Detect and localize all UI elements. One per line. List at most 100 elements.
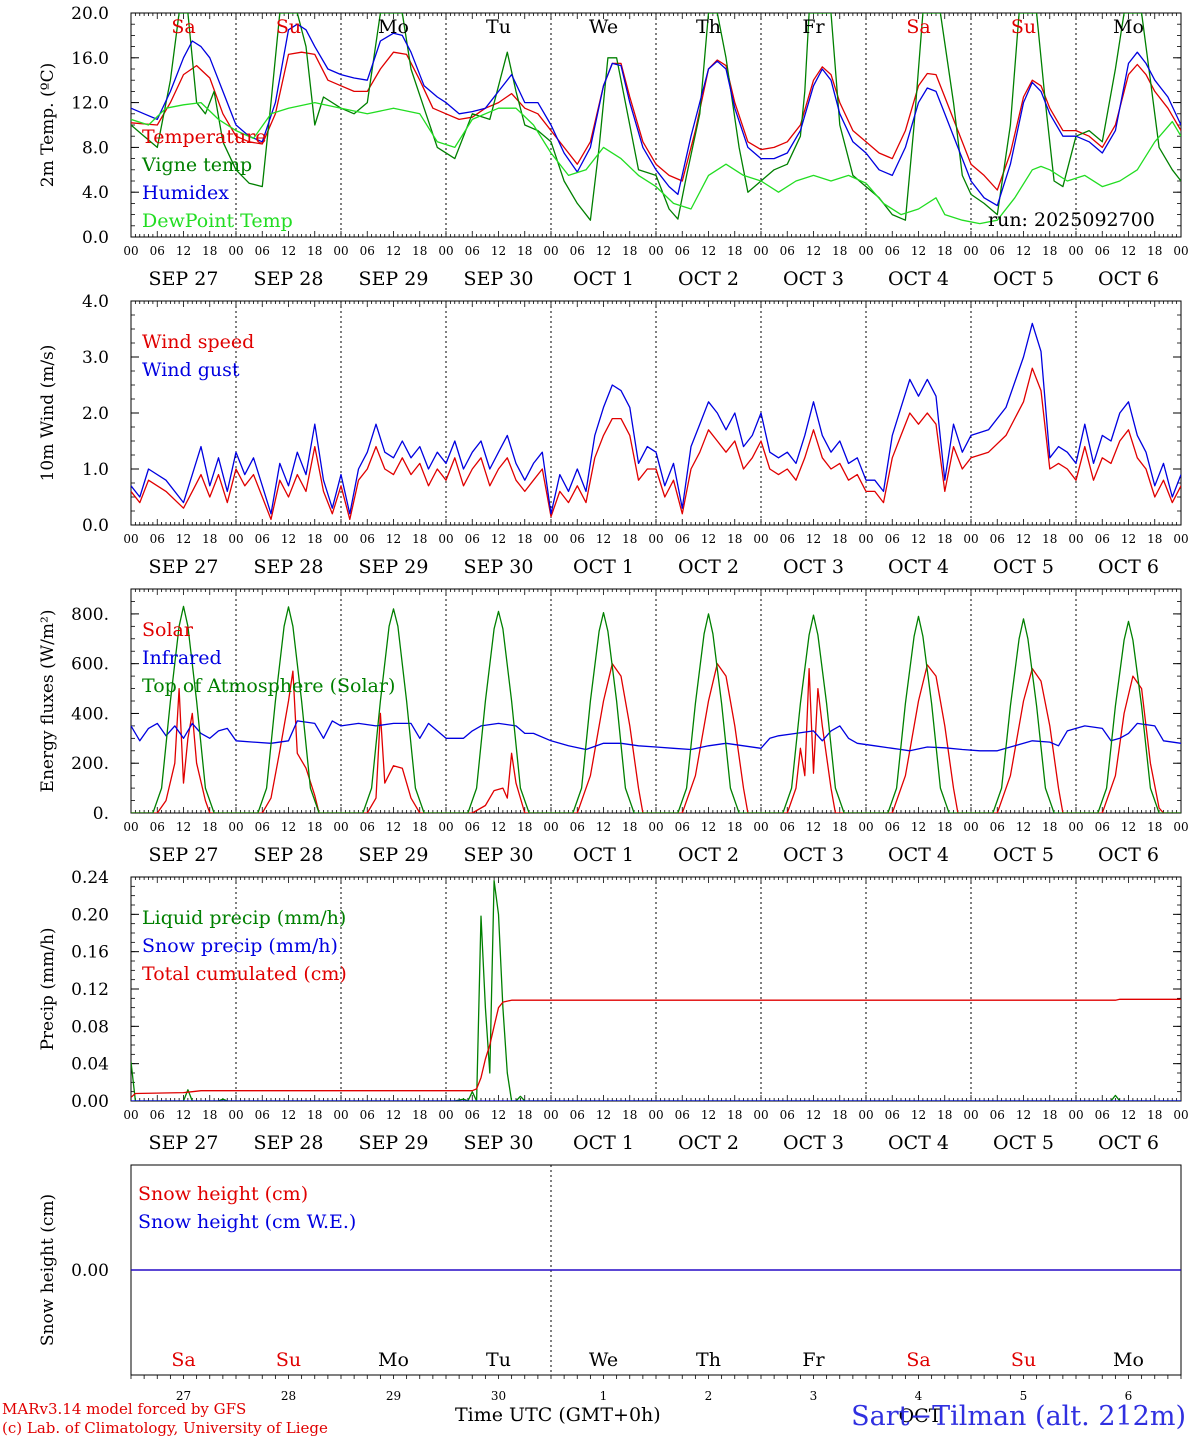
hour-tick-label: 12 bbox=[491, 244, 506, 258]
date-label: SEP 30 bbox=[464, 1132, 534, 1154]
y-tick-label: 12.0 bbox=[71, 94, 109, 114]
hour-tick-label: 06 bbox=[675, 244, 690, 258]
weekday-label: Th bbox=[696, 1349, 721, 1371]
hour-tick-label: 12 bbox=[281, 532, 296, 546]
hour-tick-label: 06 bbox=[570, 532, 585, 546]
y-tick-label: 0.00 bbox=[71, 1092, 109, 1112]
legend-entry: Wind speed bbox=[142, 331, 254, 353]
hour-tick-label: 12 bbox=[806, 244, 821, 258]
hour-tick-label: 06 bbox=[255, 820, 270, 834]
hour-tick-label: 12 bbox=[1121, 1108, 1136, 1122]
date-label: OCT 4 bbox=[888, 1132, 949, 1154]
hour-tick-label: 18 bbox=[517, 1108, 532, 1122]
hour-tick-label: 00 bbox=[858, 244, 873, 258]
day-number-label: 27 bbox=[176, 1389, 191, 1403]
date-label: OCT 2 bbox=[678, 844, 739, 866]
hour-tick-label: 00 bbox=[123, 244, 138, 258]
chart-panel-5: 27 28 29 30 1 2 3 4 5 6 0.00 Snow height (cm) Snow h… bbox=[38, 1164, 1182, 1403]
day-number-label: 29 bbox=[386, 1389, 401, 1403]
hour-tick-label: 12 bbox=[176, 820, 191, 834]
hour-tick-label: 06 bbox=[465, 820, 480, 834]
hour-tick-label: 00 bbox=[123, 820, 138, 834]
hour-tick-label: 00 bbox=[438, 820, 453, 834]
date-label: SEP 28 bbox=[254, 268, 324, 290]
hour-tick-label: 06 bbox=[780, 532, 795, 546]
y-tick-label: 600. bbox=[71, 655, 109, 675]
weekday-label: We bbox=[589, 16, 618, 38]
hour-tick-label: 00 bbox=[1173, 244, 1188, 258]
hour-tick-label: 18 bbox=[622, 820, 637, 834]
hour-tick-label: 12 bbox=[491, 1108, 506, 1122]
hour-tick-label: 06 bbox=[990, 532, 1005, 546]
series-line-solar bbox=[131, 663, 1181, 813]
hour-tick-label: 12 bbox=[911, 532, 926, 546]
hour-tick-label: 18 bbox=[517, 532, 532, 546]
hour-tick-label: 00 bbox=[228, 820, 243, 834]
hour-tick-label: 06 bbox=[990, 820, 1005, 834]
y-tick-label: 0.20 bbox=[71, 905, 109, 925]
hour-tick-label: 18 bbox=[202, 244, 217, 258]
date-label: OCT 1 bbox=[573, 1132, 634, 1154]
hour-tick-label: 00 bbox=[963, 1108, 978, 1122]
hour-tick-label: 00 bbox=[1068, 820, 1083, 834]
hour-tick-label: 18 bbox=[412, 820, 427, 834]
hour-tick-label: 06 bbox=[150, 244, 165, 258]
date-label: OCT 6 bbox=[1098, 1132, 1159, 1154]
hour-tick-label: 18 bbox=[622, 532, 637, 546]
hour-tick-label: 00 bbox=[543, 820, 558, 834]
date-label: SEP 29 bbox=[359, 844, 429, 866]
legend-entry: Total cumulated (cm) bbox=[142, 963, 347, 985]
hour-tick-label: 06 bbox=[360, 1108, 375, 1122]
weekday-label: Mo bbox=[1113, 1349, 1144, 1371]
hour-tick-label: 12 bbox=[1121, 532, 1136, 546]
day-number-label: 3 bbox=[810, 1389, 818, 1403]
weekday-label: Mo bbox=[1113, 16, 1144, 38]
date-label: OCT 4 bbox=[888, 844, 949, 866]
date-label: SEP 29 bbox=[359, 268, 429, 290]
hour-tick-label: 12 bbox=[176, 244, 191, 258]
hour-tick-label: 00 bbox=[333, 1108, 348, 1122]
hour-tick-label: 18 bbox=[727, 820, 742, 834]
y-tick-label: 0.0 bbox=[82, 228, 109, 248]
date-label: OCT 5 bbox=[993, 844, 1054, 866]
weekday-label: Tu bbox=[486, 16, 511, 38]
hour-tick-label: 18 bbox=[202, 820, 217, 834]
hour-tick-label: 00 bbox=[1173, 532, 1188, 546]
series-line-total-cumulated-cm- bbox=[131, 998, 1181, 1098]
hour-tick-label: 18 bbox=[1042, 532, 1057, 546]
hour-tick-label: 00 bbox=[438, 244, 453, 258]
series-line-dewpoint-temp bbox=[131, 101, 1181, 225]
date-label: SEP 27 bbox=[149, 1132, 219, 1154]
hour-tick-label: 06 bbox=[360, 244, 375, 258]
weekday-label: Su bbox=[1011, 16, 1036, 38]
hour-tick-label: 06 bbox=[675, 820, 690, 834]
hour-tick-label: 06 bbox=[780, 244, 795, 258]
hour-tick-label: 06 bbox=[990, 1108, 1005, 1122]
hour-tick-label: 06 bbox=[675, 532, 690, 546]
y-axis-title: Energy fluxes (W/m²) bbox=[38, 610, 58, 793]
hour-tick-label: 12 bbox=[806, 1108, 821, 1122]
hour-tick-label: 06 bbox=[360, 820, 375, 834]
hour-tick-label: 00 bbox=[228, 532, 243, 546]
y-tick-label: 2.0 bbox=[82, 404, 109, 424]
y-tick-label: 0.12 bbox=[71, 980, 109, 1000]
hour-tick-label: 00 bbox=[228, 1108, 243, 1122]
hour-tick-label: 00 bbox=[1068, 532, 1083, 546]
hour-tick-label: 18 bbox=[832, 244, 847, 258]
hour-tick-label: 00 bbox=[123, 532, 138, 546]
hour-tick-label: 12 bbox=[386, 532, 401, 546]
date-label: OCT 3 bbox=[783, 844, 844, 866]
hour-tick-label: 18 bbox=[1042, 244, 1057, 258]
hour-tick-label: 06 bbox=[885, 1108, 900, 1122]
hour-tick-label: 12 bbox=[281, 820, 296, 834]
chart-panel-1: 00 06 12 18 00 06 12 18 00 06 12 18 00 06 12 18 00 06 12 18… bbox=[38, 4, 1189, 290]
date-label: SEP 29 bbox=[359, 556, 429, 578]
y-tick-label: 200. bbox=[71, 754, 109, 774]
weekday-label: Fr bbox=[802, 1349, 825, 1371]
y-axis-title: Snow height (cm) bbox=[38, 1194, 58, 1346]
hour-tick-label: 06 bbox=[990, 244, 1005, 258]
hour-tick-label: 00 bbox=[858, 532, 873, 546]
weekday-label: Mo bbox=[378, 1349, 409, 1371]
hour-tick-label: 18 bbox=[202, 1108, 217, 1122]
